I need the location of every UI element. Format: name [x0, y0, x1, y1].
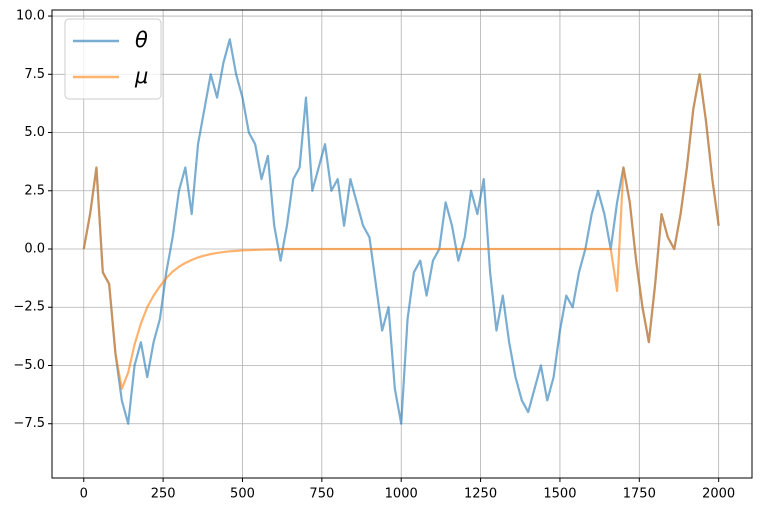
x-tick-label: 750 — [309, 487, 334, 502]
y-tick-label: −5.0 — [13, 358, 45, 373]
x-tick-label: 1750 — [623, 487, 656, 502]
y-tick-label: 7.5 — [24, 67, 45, 82]
x-tick-label: 500 — [230, 487, 255, 502]
legend-label: θ — [135, 28, 148, 52]
x-tick-label: 0 — [80, 487, 88, 502]
x-tick-label: 250 — [151, 487, 176, 502]
y-tick-label: 10.0 — [16, 9, 45, 24]
plot-frame — [51, 9, 753, 479]
y-tick-label: −7.5 — [13, 416, 45, 431]
series-line — [82, 73, 720, 390]
legend-label: μ — [134, 64, 148, 88]
x-tick-label: 1250 — [464, 487, 497, 502]
y-tick-label: −2.5 — [13, 300, 45, 315]
y-tick-label: 5.0 — [24, 125, 45, 140]
series-line — [82, 38, 720, 425]
y-tick-label: 2.5 — [24, 183, 45, 198]
legend-box — [64, 18, 162, 100]
x-tick-label: 2000 — [702, 487, 735, 502]
y-tick-label: 0.0 — [24, 242, 45, 257]
x-tick-label: 1000 — [385, 487, 418, 502]
x-tick-label: 1500 — [543, 487, 576, 502]
